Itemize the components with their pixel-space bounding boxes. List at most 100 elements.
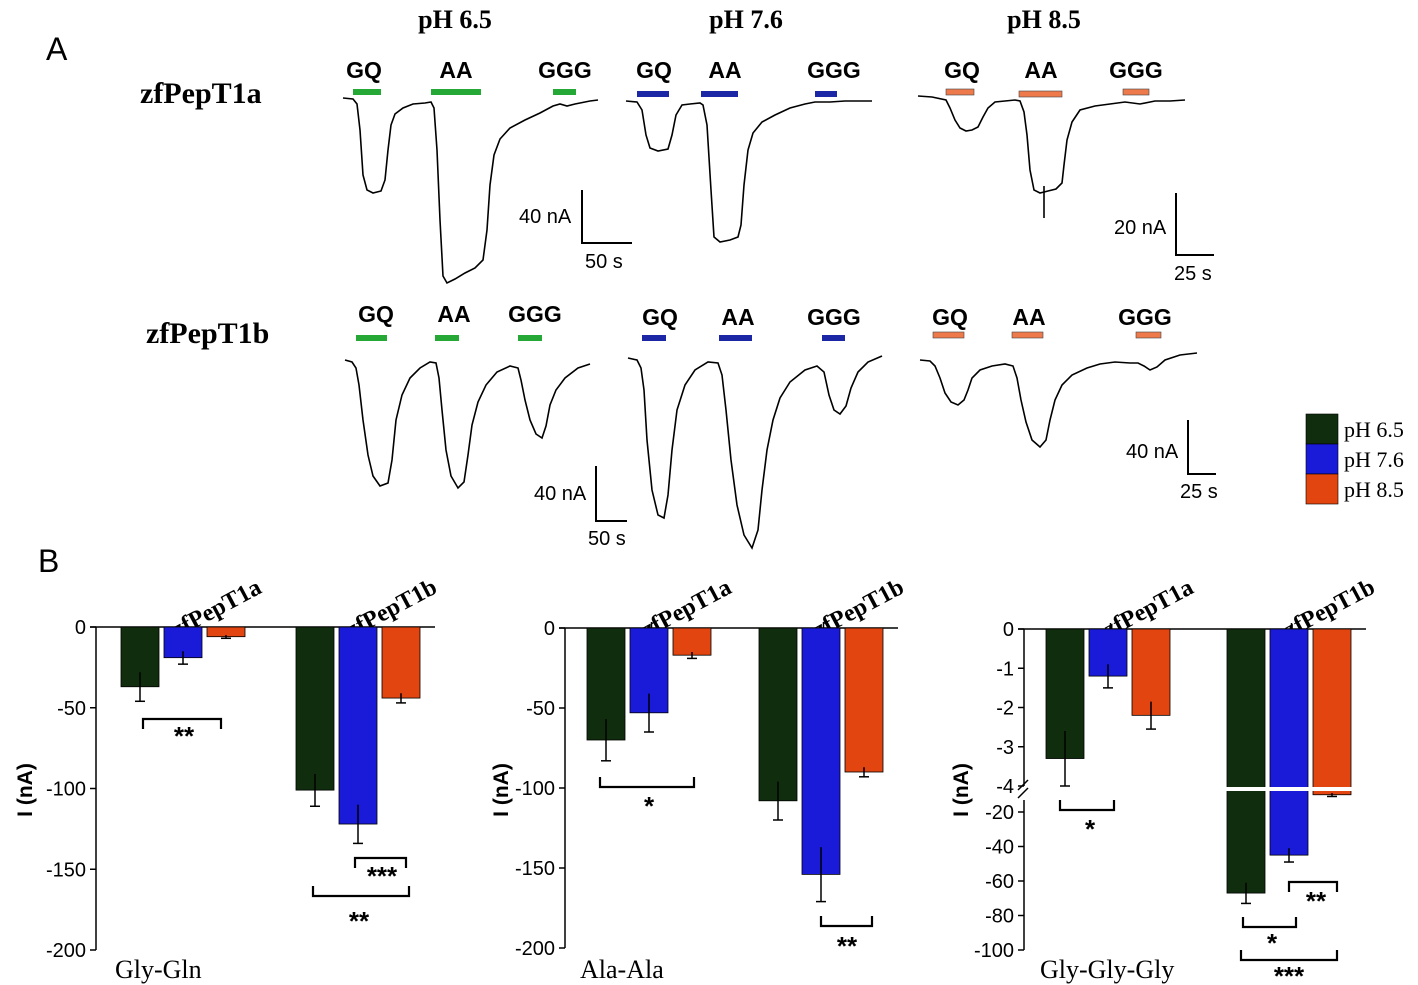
legend-swatch-ph65 (1305, 413, 1339, 445)
significance-label: *** (367, 861, 398, 891)
current-trace (344, 359, 591, 490)
bar (758, 627, 798, 802)
peptide-label: AA (437, 301, 470, 327)
peptide-label: AA (1012, 304, 1045, 330)
ph-header-65: pH 6.5 (418, 5, 492, 34)
scale-current-label: 40 nA (1126, 441, 1179, 463)
peptide-label: GQ (932, 304, 968, 330)
y-tick-label: -60 (985, 871, 1014, 893)
application-bar (642, 335, 666, 341)
application-bar (431, 89, 481, 95)
scale-time-label: 50 s (588, 528, 626, 550)
y-axis-label: I (nA) (490, 763, 513, 817)
application-bar (719, 335, 752, 341)
application-bar (435, 335, 459, 341)
peptide-label: GGG (1109, 57, 1163, 83)
legend-swatch-ph85 (1305, 473, 1339, 505)
peptide-label: GGG (807, 304, 861, 330)
scale-bar (595, 466, 627, 522)
bar (338, 626, 378, 825)
peptide-label: GGG (508, 301, 562, 327)
application-bar (356, 335, 387, 341)
scale-bar (1175, 193, 1214, 256)
y-tick-label: -100 (515, 778, 555, 800)
y-tick-label: -150 (515, 858, 555, 880)
significance-bracket (1287, 880, 1339, 892)
significance-label: ** (349, 906, 370, 936)
peptide-label: AA (708, 57, 741, 83)
significance-label: ** (1306, 886, 1327, 916)
scale-time-label: 25 s (1180, 481, 1218, 503)
peptide-label: GQ (636, 57, 672, 83)
application-bar (353, 89, 381, 95)
application-bar (1011, 331, 1044, 339)
peptide-label: GGG (538, 57, 592, 83)
legend-label-ph76: pH 7.6 (1344, 447, 1404, 472)
y-tick-label: -80 (985, 906, 1014, 928)
significance-bracket (141, 717, 223, 729)
y-tick-label: -100 (46, 779, 86, 801)
panel-b-label: B (38, 543, 59, 579)
peptide-label: GQ (346, 57, 382, 83)
scale-current-label: 40 nA (534, 483, 587, 505)
bar (1131, 628, 1171, 716)
peptide-label: GQ (642, 304, 678, 330)
significance-bracket (598, 777, 696, 789)
significance-label: *** (1274, 961, 1305, 985)
significance-bracket (1239, 950, 1339, 962)
significance-label: ** (174, 721, 195, 751)
y-tick-label: -100 (974, 940, 1014, 962)
application-bar (815, 91, 837, 97)
significance-label: * (644, 791, 655, 821)
application-bar (932, 331, 965, 339)
peptide-label: GGG (1118, 304, 1172, 330)
significance-bracket (311, 886, 411, 898)
significance-bracket (353, 856, 408, 868)
y-tick-label: -50 (57, 698, 86, 720)
axis-break-gap (1223, 787, 1356, 791)
y-tick-label: -50 (526, 698, 555, 720)
scale-bar (1187, 420, 1216, 475)
y-tick-label: 0 (544, 618, 555, 640)
y-tick-label: 0 (1003, 619, 1014, 641)
peptide-label: GQ (358, 301, 394, 327)
y-tick-label: -2 (996, 698, 1014, 720)
bar (1312, 628, 1352, 796)
significance-label: * (1267, 928, 1278, 958)
application-bar (518, 335, 542, 341)
y-tick-label: -20 (985, 802, 1014, 824)
application-bar (1018, 90, 1063, 98)
peptide-label: GGG (807, 57, 861, 83)
chart-title: Gly-Gln (115, 955, 202, 984)
peptide-label: AA (721, 304, 754, 330)
chart-title: Gly-Gly-Gly (1040, 955, 1174, 984)
application-bar (1122, 88, 1150, 96)
application-bar (822, 335, 845, 341)
y-tick-label: -40 (985, 837, 1014, 859)
current-trace (919, 352, 1198, 449)
y-tick-label: 0 (75, 617, 86, 639)
ph-header-76: pH 7.6 (709, 5, 783, 34)
row-label-zfpept1b: zfPepT1b (146, 317, 269, 350)
bar (381, 626, 421, 699)
significance-label: * (1085, 814, 1096, 844)
panel-a: A pH 6.5 pH 7.6 pH 8.5 zfPepT1a zfPepT1b… (46, 5, 1218, 550)
y-axis-label: I (nA) (950, 763, 973, 817)
axis-break-mark (1017, 779, 1029, 799)
significance-bracket (1058, 800, 1116, 812)
y-tick-label: -200 (515, 938, 555, 960)
application-bar (1135, 331, 1162, 339)
current-trace (342, 97, 599, 285)
significance-bracket (819, 916, 874, 928)
application-bar (701, 91, 738, 97)
bar (1269, 628, 1309, 856)
legend-label-ph65: pH 6.5 (1344, 417, 1404, 442)
legend: pH 6.5 pH 7.6 pH 8.5 (1305, 413, 1404, 505)
ph-header-85: pH 8.5 (1007, 5, 1081, 34)
application-bar (945, 88, 975, 96)
y-tick-label: -200 (46, 940, 86, 962)
panel-a-label: A (46, 31, 68, 67)
bar (801, 627, 841, 875)
